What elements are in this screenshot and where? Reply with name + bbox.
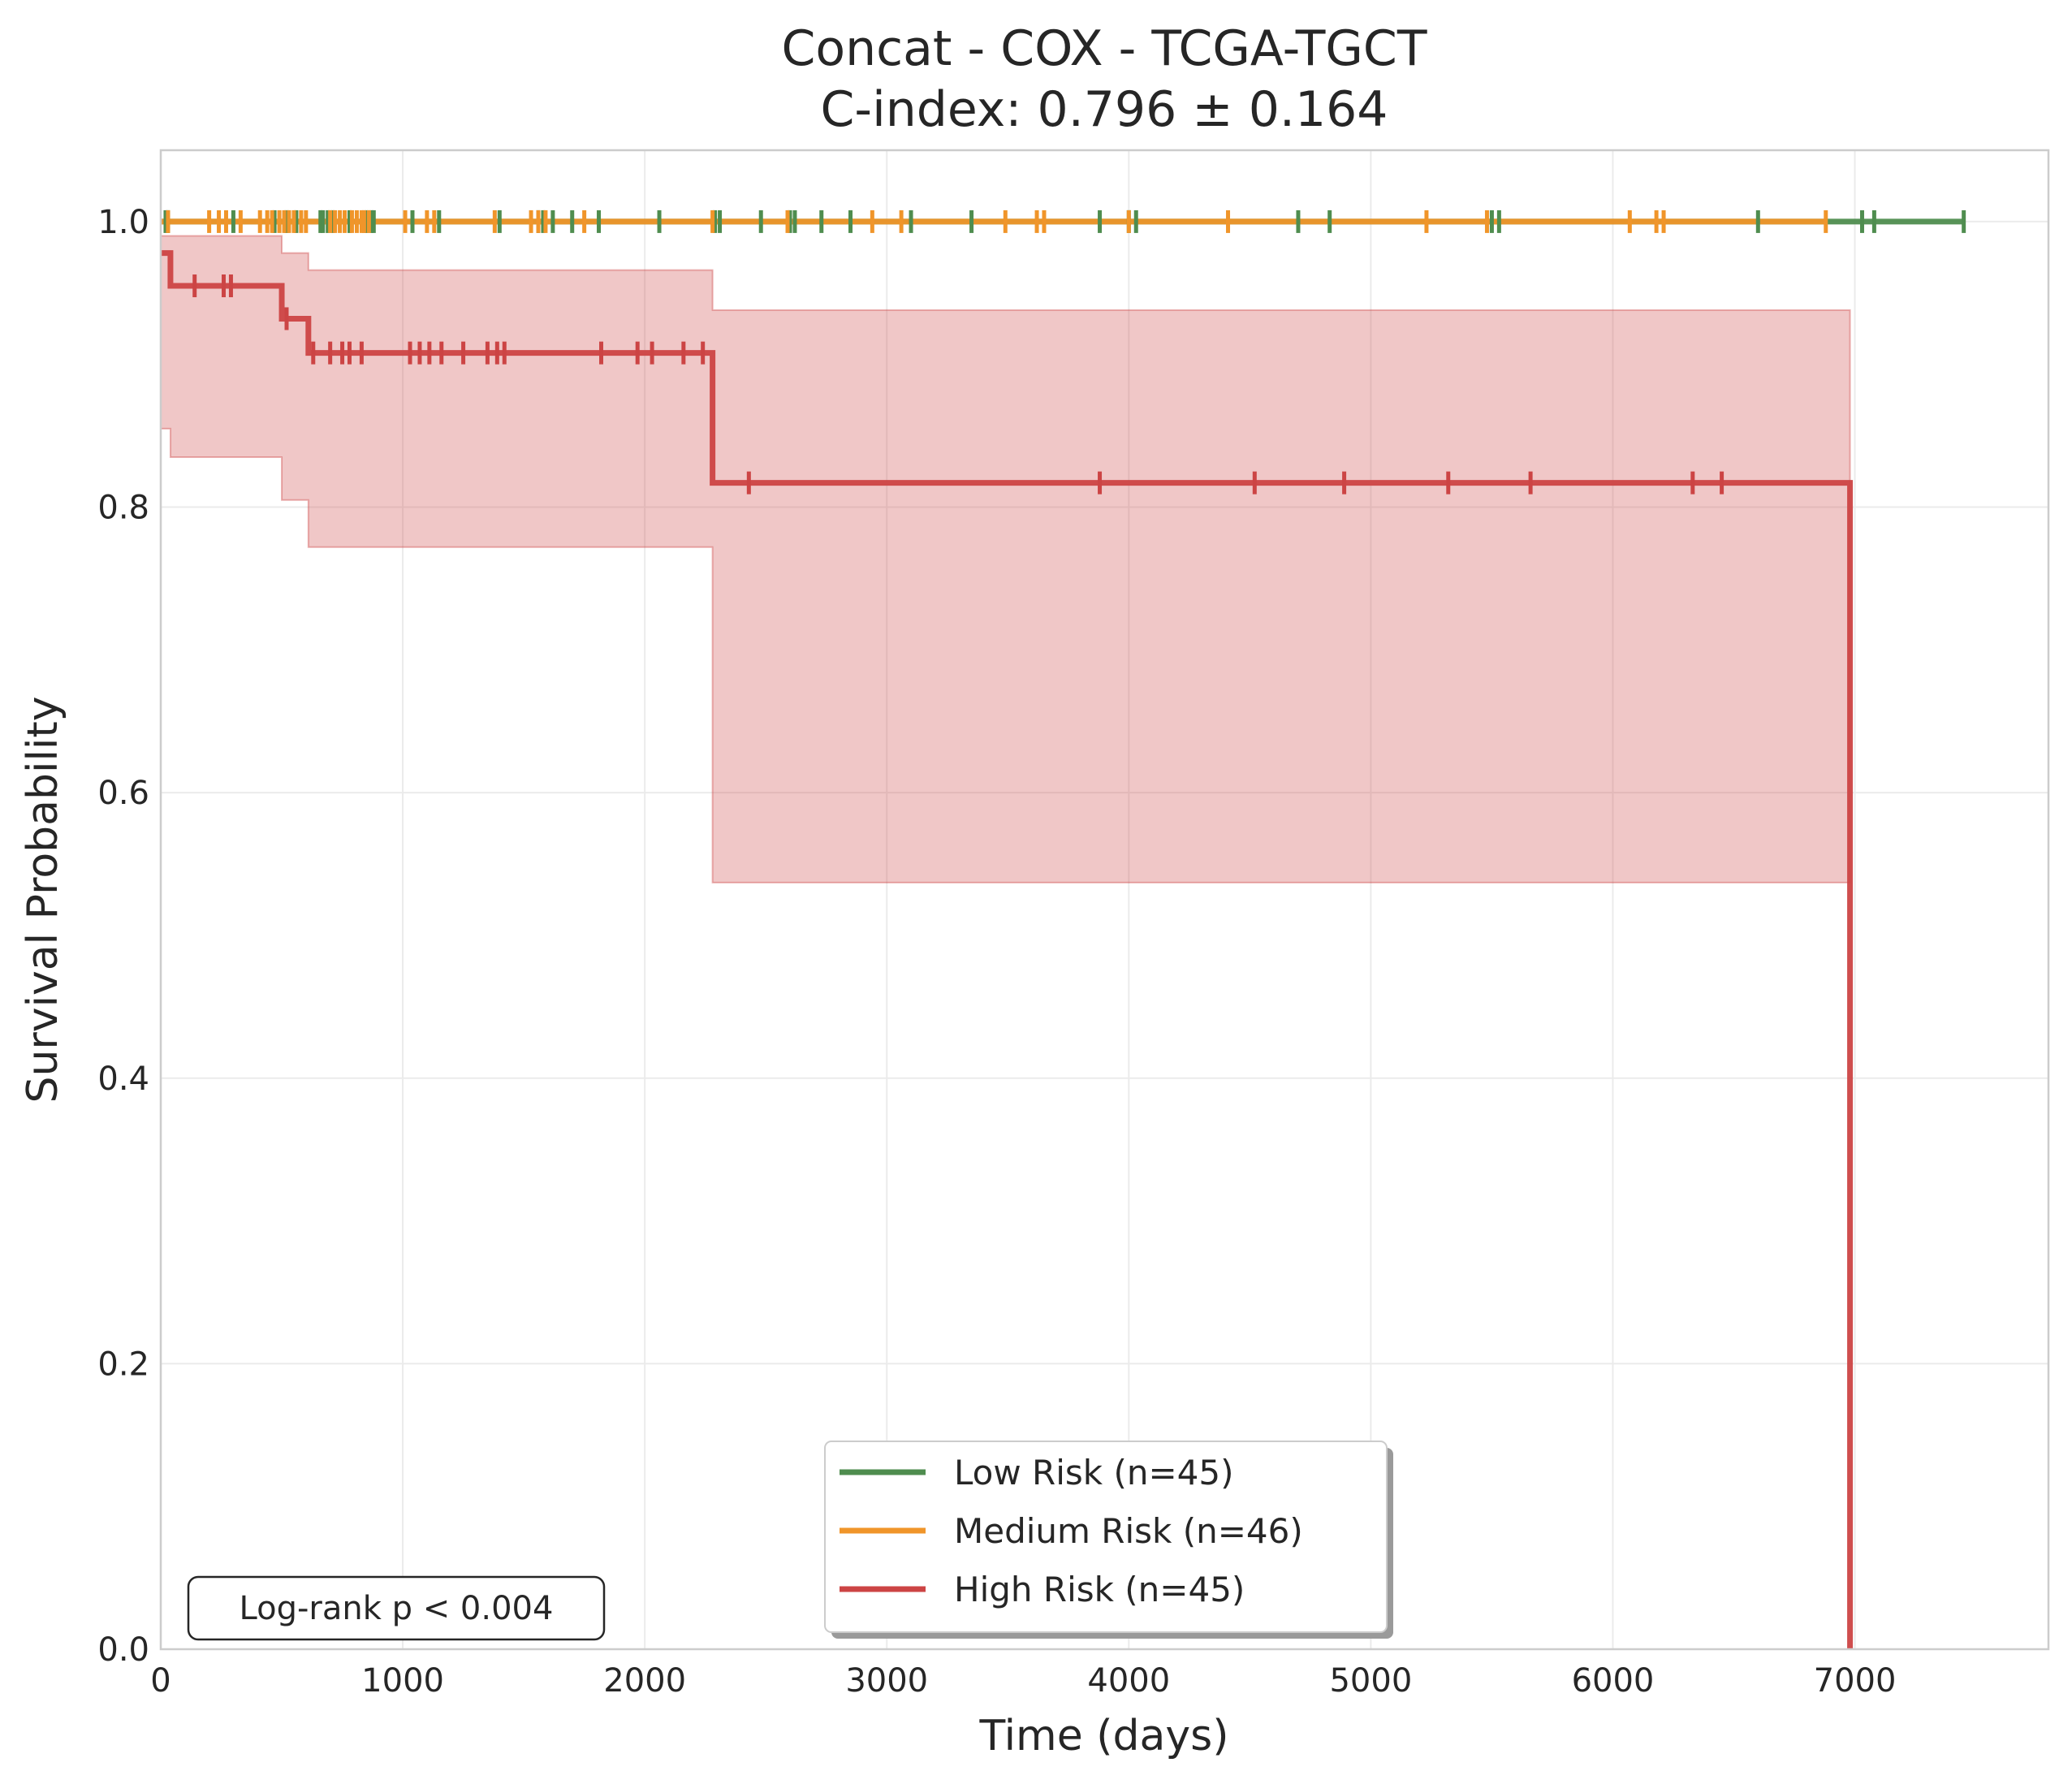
- chart-subtitle: C-index: 0.796 ± 0.164: [821, 81, 1388, 138]
- x-axis-ticks: 0 1000 2000 3000 4000 5000 6000 7000: [150, 1662, 1896, 1700]
- annotation-box: [187, 1575, 606, 1641]
- chart-title: Concat - COX - TCGA-TGCT: [782, 20, 1427, 77]
- y-tick-label: 0.0: [97, 1631, 149, 1669]
- x-tick-label: 3000: [845, 1662, 928, 1700]
- legend-label: Low Risk (n=45): [954, 1453, 1234, 1492]
- y-axis-ticks: 0.0 0.2 0.4 0.6 0.8 1.0: [97, 204, 149, 1669]
- legend-items: Low Risk (n=45) Medium Risk (n=46) High Ri…: [840, 1453, 1303, 1609]
- survival-line: [161, 250, 1854, 1649]
- confidence-band: [160, 235, 1851, 883]
- annotation-text: Log-rank p < 0.004: [240, 1590, 554, 1627]
- y-tick-label: 1.0: [97, 204, 149, 241]
- censor-marks: [163, 210, 1966, 495]
- x-tick-label: 2000: [603, 1662, 686, 1700]
- x-tick-label: 1000: [361, 1662, 444, 1700]
- legend: Low Risk (n=45) Medium Risk (n=46) High Ri…: [824, 1441, 1393, 1639]
- plot-frame: [159, 149, 2050, 1651]
- y-axis-label: Survival Probability: [19, 696, 67, 1103]
- legend-box: [824, 1441, 1388, 1633]
- x-tick-label: 7000: [1814, 1662, 1897, 1700]
- x-axis-label: Time (days): [978, 1712, 1228, 1760]
- legend-label: Medium Risk (n=46): [954, 1511, 1303, 1551]
- x-tick-label: 4000: [1087, 1662, 1170, 1700]
- x-tick-label: 6000: [1572, 1662, 1655, 1700]
- legend-label: High Risk (n=45): [954, 1570, 1245, 1609]
- y-tick-label: 0.2: [97, 1346, 149, 1383]
- y-tick-label: 0.6: [97, 775, 149, 812]
- y-tick-label: 0.8: [97, 490, 149, 527]
- x-tick-label: 0: [150, 1662, 171, 1700]
- confidence-bands: [160, 235, 1851, 883]
- y-tick-label: 0.4: [97, 1060, 149, 1098]
- x-tick-label: 5000: [1329, 1662, 1412, 1700]
- logrank-annotation: Log-rank p < 0.004: [187, 1575, 606, 1641]
